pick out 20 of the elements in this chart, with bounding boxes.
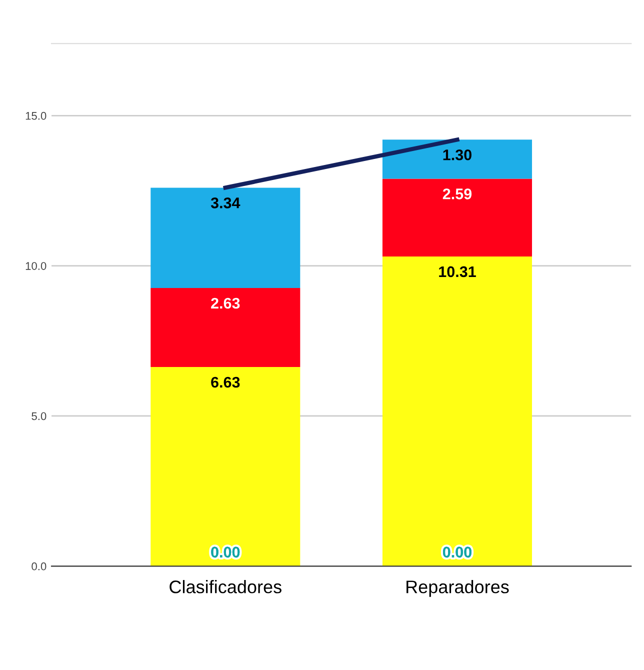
data-label: 2.63: [211, 298, 240, 309]
x-tick-label: Clasificadores: [170, 580, 282, 594]
y-tick-label: 15.0: [26, 112, 46, 120]
annotation: 0.00: [442, 546, 472, 558]
y-tick-label: 10.0: [26, 262, 46, 270]
bar: [382, 256, 532, 566]
data-label: 1.30: [443, 149, 472, 160]
bar: [150, 188, 300, 288]
y-tick-label: 5.0: [32, 412, 46, 420]
data-label: 3.34: [210, 198, 240, 208]
annotation: 0.00: [211, 546, 240, 558]
bar: [150, 288, 300, 368]
bar: [150, 367, 300, 566]
data-label: 2.59: [442, 188, 472, 200]
bar: [382, 178, 532, 256]
bar: [382, 140, 532, 179]
data-label: 10.31: [439, 266, 476, 278]
y-tick-label: 0.0: [32, 562, 46, 570]
x-tick-label: Reparadores: [406, 580, 509, 597]
data-label: 6.63: [211, 376, 240, 388]
